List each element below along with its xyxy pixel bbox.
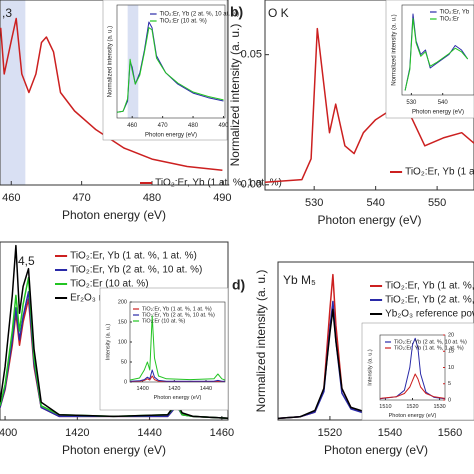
series-line: [0, 17, 223, 171]
legend-label: TiO₂:Er, Yb (1 at. %, 1 at. %): [142, 306, 212, 312]
y-tick-label: 100: [118, 339, 127, 345]
y-tick-label: 0: [448, 397, 451, 403]
axes-frame: [401, 4, 474, 96]
panel-title: ,3: [2, 6, 12, 20]
x-tick-label: 1560: [438, 427, 462, 439]
inset-background: [99, 287, 229, 411]
inset-background: [102, 0, 228, 141]
legend-label: TiO₂:Er, Yb (1 at. %, 1 at. %): [405, 167, 474, 178]
legend-label: TiO₂:Er, Yb (2 at. %, 10 at. %): [142, 312, 215, 318]
y-tick-label: 150: [118, 319, 127, 325]
x-tick-label: 490: [213, 192, 231, 204]
panel-title: O K: [268, 6, 289, 20]
panel-label: d): [232, 277, 245, 293]
x-axis-label: Photon energy (eV): [389, 413, 437, 419]
x-tick-label: 540: [366, 197, 384, 209]
series-line: [130, 375, 225, 382]
x-tick-label: 530: [305, 197, 323, 209]
x-tick-label: 480: [188, 123, 199, 129]
y-tick-label: 5: [448, 381, 451, 387]
y-axis-label: Intensity (a. u.): [367, 349, 373, 386]
highlight-band: [0, 0, 26, 185]
x-tick-label: 470: [72, 192, 90, 204]
series-line: [380, 373, 445, 399]
legend-label: Yb₂O₃ reference powder: [385, 309, 474, 320]
y-axis-label: Normalized intensity (a. u.): [254, 270, 268, 413]
y-tick-label: 10: [448, 365, 454, 371]
x-tick-label: 540: [438, 100, 449, 106]
panel-title: 4,5: [18, 254, 35, 268]
legend-label: TiO₂:Er, Yb (2 at. %, 10 at. %): [160, 12, 239, 18]
x-tick-label: 460: [2, 192, 20, 204]
x-tick-label: 1400: [0, 427, 17, 439]
x-tick-label: 1440: [200, 386, 212, 392]
series-line: [130, 315, 225, 381]
axes-frame: [0, 0, 229, 186]
x-tick-label: 1440: [137, 427, 161, 439]
y-axis-label: Intensity (a. u.): [105, 324, 111, 361]
x-tick-label: 480: [143, 192, 161, 204]
y-axis-label: Normalized intensity (a. u.): [228, 24, 242, 167]
x-tick-label: 550: [428, 197, 446, 209]
y-tick-label: 0.05: [241, 49, 262, 61]
legend-label: TiO₂:Er, Yb (1 at. %, 1 at. %): [394, 345, 464, 351]
x-axis-label: Photon energy (eV): [324, 443, 428, 457]
series-line: [380, 337, 445, 400]
x-axis-label: Photon energy (eV): [317, 213, 421, 227]
legend-label: TiO₂:Er, Yb (1 at. %, 1 at. %): [155, 178, 282, 189]
inset-background: [361, 322, 474, 421]
x-tick-label: 1420: [168, 386, 180, 392]
series-line: [265, 27, 474, 183]
axes-frame: [264, 0, 474, 191]
x-tick-label: 1400: [137, 386, 149, 392]
x-axis-label: Photon energy (eV): [154, 395, 202, 401]
legend-label: TiO₂:Er, Yb (1 at. %, 1 at. %): [70, 251, 197, 262]
x-tick-label: 470: [158, 123, 169, 129]
y-tick-label: 200: [118, 299, 127, 305]
x-tick-label: 1520: [406, 404, 418, 410]
y-tick-label: 0: [124, 379, 127, 385]
y-tick-label: 15: [448, 349, 454, 355]
legend-label: TiO₂:Er, Yb: [440, 10, 470, 16]
legend-label: TiO₂:Er (10 at. %): [70, 279, 149, 290]
series-line: [404, 18, 469, 91]
x-tick-label: 460: [127, 123, 138, 129]
x-axis-label: Photon energy (eV): [145, 132, 197, 138]
y-tick-label: 0.00: [241, 179, 262, 191]
y-tick-label: 20: [448, 332, 454, 338]
x-tick-label: 490: [218, 123, 229, 129]
x-tick-label: 1420: [65, 427, 89, 439]
series-line: [130, 369, 225, 382]
x-tick-label: 1530: [433, 404, 445, 410]
x-tick-label: 1540: [378, 427, 402, 439]
y-tick-label: 50: [121, 359, 127, 365]
legend-label: TiO₂:Er, Yb (1 at. %, 1 at. %): [385, 281, 474, 292]
panel-label: b): [230, 4, 243, 20]
legend-label: TiO₂:Er, Yb (2 at. %, 10 at. %): [394, 339, 467, 345]
legend-label: TiO₂:Er (10 at. %): [142, 318, 185, 324]
panel-title: Yb M₅: [283, 273, 316, 287]
x-tick-label: 1460: [210, 427, 234, 439]
series-line: [117, 27, 224, 113]
y-axis-label: Normalized intensity (a. u.): [108, 26, 114, 97]
axes-frame: [116, 4, 226, 119]
inset-background: [385, 0, 474, 119]
legend-label: TiO₂:Er, Yb (2 at. %, 10 at. %): [385, 295, 474, 306]
x-tick-label: 1520: [318, 427, 342, 439]
legend-label: TiO₂:Er: [440, 17, 459, 23]
legend-label: TiO₂:Er, Yb (2 at. %, 10 at. %): [70, 265, 202, 276]
x-tick-label: 530: [406, 100, 417, 106]
highlight-band: [127, 5, 139, 118]
x-axis-label: Photon energy (eV): [62, 443, 166, 457]
y-axis-label: Normalized intensity (a. u.): [392, 14, 398, 85]
x-axis-label: Photon energy (eV): [62, 208, 166, 222]
series-line: [404, 13, 469, 91]
legend-label: TiO₂:Er (10 at. %): [160, 19, 207, 25]
x-axis-label: Photon energy (eV): [412, 109, 464, 115]
x-tick-label: 1510: [379, 404, 391, 410]
